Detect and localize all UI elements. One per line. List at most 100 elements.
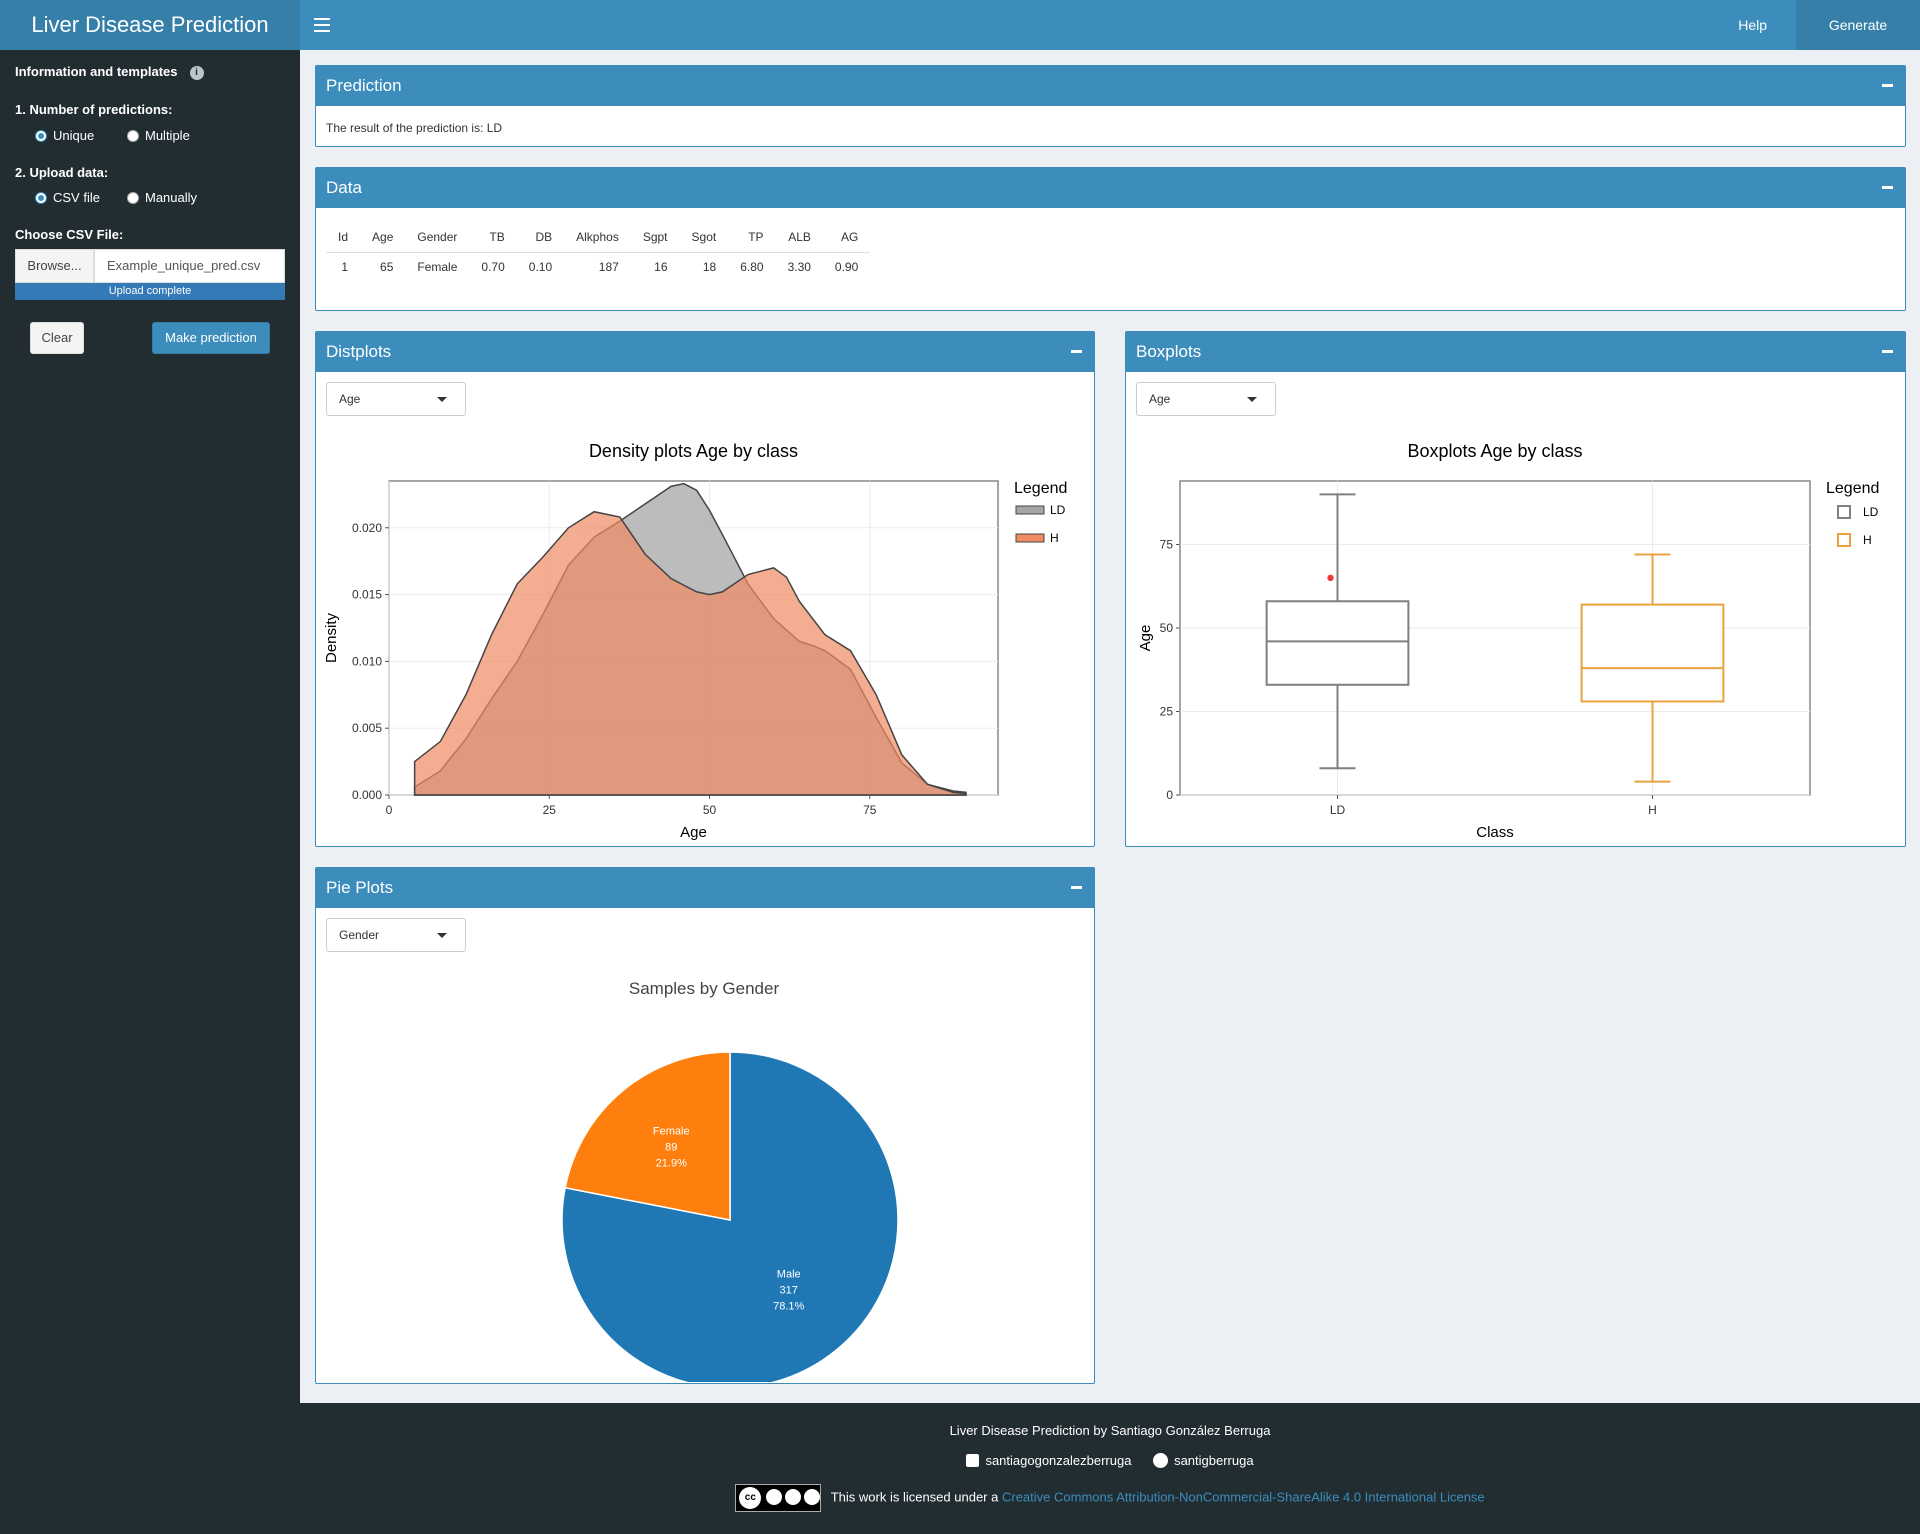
column-header-ag: AG — [822, 224, 871, 253]
table-cell: 187 — [598, 260, 619, 274]
table-cell: 65 — [380, 260, 394, 274]
distplot-variable-select[interactable]: Age — [326, 382, 466, 416]
distplots-box-header: Distplots — [316, 332, 1094, 372]
cc-nc-icon — [785, 1489, 802, 1505]
generate-report-button[interactable]: Generate report — [1796, 0, 1920, 83]
browse-button[interactable]: Browse... — [15, 249, 94, 283]
legend-swatch-ld — [1837, 505, 1851, 519]
upload-data-label: 2. Upload data: — [15, 165, 109, 180]
pieplots-box-header: Pie Plots — [316, 868, 1094, 908]
footer-social-links: santiagogonzalezberruga santigberruga — [300, 1453, 1920, 1468]
column-header-tp: TP — [728, 224, 776, 253]
prediction-result-text: The result of the prediction is: LD — [326, 121, 503, 135]
collapse-icon[interactable] — [1882, 186, 1893, 189]
y-tick-label: 25 — [1160, 704, 1174, 718]
x-tick-label: 0 — [386, 803, 393, 817]
pie-label-percent: 21.9% — [656, 1158, 687, 1170]
distplot-variable-value: Age — [339, 392, 361, 406]
boxplots-box-title: Boxplots — [1136, 342, 1202, 361]
table-cell: Female — [417, 260, 458, 274]
app-logo-title[interactable]: Liver Disease Prediction — [0, 0, 300, 50]
prediction-box-header: Prediction — [316, 66, 1905, 106]
column-header-alkphos: Alkphos — [564, 224, 631, 253]
radio-manually[interactable]: Manually — [127, 190, 197, 205]
box-ld — [1265, 600, 1410, 686]
pie-variable-select[interactable]: Gender — [326, 918, 466, 952]
radio-unique[interactable]: Unique — [35, 128, 94, 143]
pie-label-female: Female 89 21.9% — [653, 1126, 690, 1170]
pie-label-name: Female — [653, 1126, 690, 1138]
info-icon[interactable]: i — [189, 65, 204, 80]
collapse-icon[interactable] — [1882, 84, 1893, 87]
top-navbar: Help Generate report — [300, 0, 1920, 83]
cc-logo-icon: cc — [739, 1487, 762, 1509]
y-tick-label: 75 — [1160, 537, 1174, 551]
file-name-field[interactable]: Example_unique_pred.csv — [94, 249, 285, 283]
cc-by-icon — [766, 1489, 783, 1505]
pie-slice-female — [564, 1051, 731, 1221]
x-axis-label: Class — [1476, 824, 1514, 841]
info-templates-row[interactable]: Information and templates i — [15, 64, 204, 80]
help-link[interactable]: Help — [1738, 17, 1767, 33]
collapse-icon[interactable] — [1071, 886, 1082, 889]
radio-multiple[interactable]: Multiple — [127, 128, 190, 143]
linkedin-label: santiagogonzalezberruga — [985, 1453, 1132, 1468]
num-predictions-label: 1. Number of predictions: — [15, 102, 173, 117]
radio-csv-label: CSV file — [53, 190, 100, 205]
info-templates-label: Information and templates — [15, 64, 178, 79]
x-tick-label: H — [1648, 803, 1657, 817]
clear-button[interactable]: Clear — [30, 322, 84, 354]
table-cell: 3.30 — [787, 260, 811, 274]
github-link[interactable]: santigberruga — [1153, 1453, 1254, 1468]
footer-license: cc This work is licensed under a Creativ… — [300, 1484, 1920, 1512]
density-chart: Density plots Age by class 0 25 50 75 0.000 0.… — [323, 441, 1067, 841]
table-cell: 0.70 — [481, 260, 505, 274]
radio-multiple-dot[interactable] — [127, 130, 139, 142]
radio-unique-dot[interactable] — [35, 130, 47, 142]
column-header-alb: ALB — [775, 224, 823, 253]
github-label: santigberruga — [1174, 1453, 1254, 1468]
pie-label-male: Male 317 78.1% — [773, 1268, 804, 1312]
footer-byline: Liver Disease Prediction by Santiago Gon… — [949, 1423, 1271, 1438]
collapse-icon[interactable] — [1882, 350, 1893, 353]
outlier-point — [1327, 574, 1334, 582]
boxplot-variable-value: Age — [1149, 392, 1171, 406]
legend-label-ld: LD — [1050, 503, 1066, 517]
make-prediction-button[interactable]: Make prediction — [152, 322, 270, 354]
table-cell: 6.80 — [740, 260, 764, 274]
app-header: Liver Disease Prediction Help Generate r… — [0, 0, 1920, 83]
cc-license-badge-icon[interactable]: cc — [735, 1484, 822, 1512]
column-header-sgot: Sgot — [679, 224, 729, 253]
radio-csv-dot[interactable] — [35, 192, 47, 204]
pie-label-name: Male — [777, 1268, 801, 1280]
chevron-down-icon — [437, 397, 447, 402]
legend-label-ld: LD — [1863, 505, 1879, 519]
x-tick-label: LD — [1330, 803, 1346, 817]
legend-swatch-h — [1015, 533, 1045, 543]
boxplot-variable-select[interactable]: Age — [1136, 382, 1276, 416]
radio-multiple-label: Multiple — [145, 128, 190, 143]
chart-title: Boxplots Age by class — [1407, 441, 1582, 461]
column-header-tb: TB — [469, 224, 517, 253]
radio-manually-dot[interactable] — [127, 192, 139, 204]
license-link[interactable]: Creative Commons Attribution-NonCommerci… — [1001, 1489, 1485, 1505]
pie-chart: Samples by Gender Male 317 78.1% Female 89 21.… — [561, 979, 899, 1382]
collapse-icon[interactable] — [1071, 350, 1082, 353]
linkedin-link[interactable]: santiagogonzalezberruga — [966, 1453, 1131, 1468]
license-prefix: This work is licensed under a — [830, 1489, 999, 1505]
table-row: 1 65 Female 0.70 0.10 187 16 18 6.80 3.3… — [326, 253, 870, 283]
pieplots-box-title: Pie Plots — [326, 878, 394, 897]
y-tick-label: 0.000 — [352, 788, 382, 802]
distplots-box: Distplots Age Density plots Age by class… — [315, 331, 1095, 847]
upload-progress-bar: Upload complete — [15, 283, 285, 300]
x-tick-label: 25 — [543, 803, 557, 817]
data-box-title: Data — [326, 178, 362, 197]
chevron-down-icon — [437, 933, 447, 938]
y-axis-label: Age — [1137, 625, 1154, 652]
radio-csv-file[interactable]: CSV file — [35, 190, 100, 205]
legend-title: Legend — [1014, 480, 1067, 497]
y-tick-label: 0 — [1166, 788, 1173, 802]
sidebar-toggle-icon[interactable] — [314, 14, 330, 36]
file-input[interactable]: Browse... Example_unique_pred.csv — [15, 249, 285, 283]
pie-variable-value: Gender — [339, 928, 380, 942]
